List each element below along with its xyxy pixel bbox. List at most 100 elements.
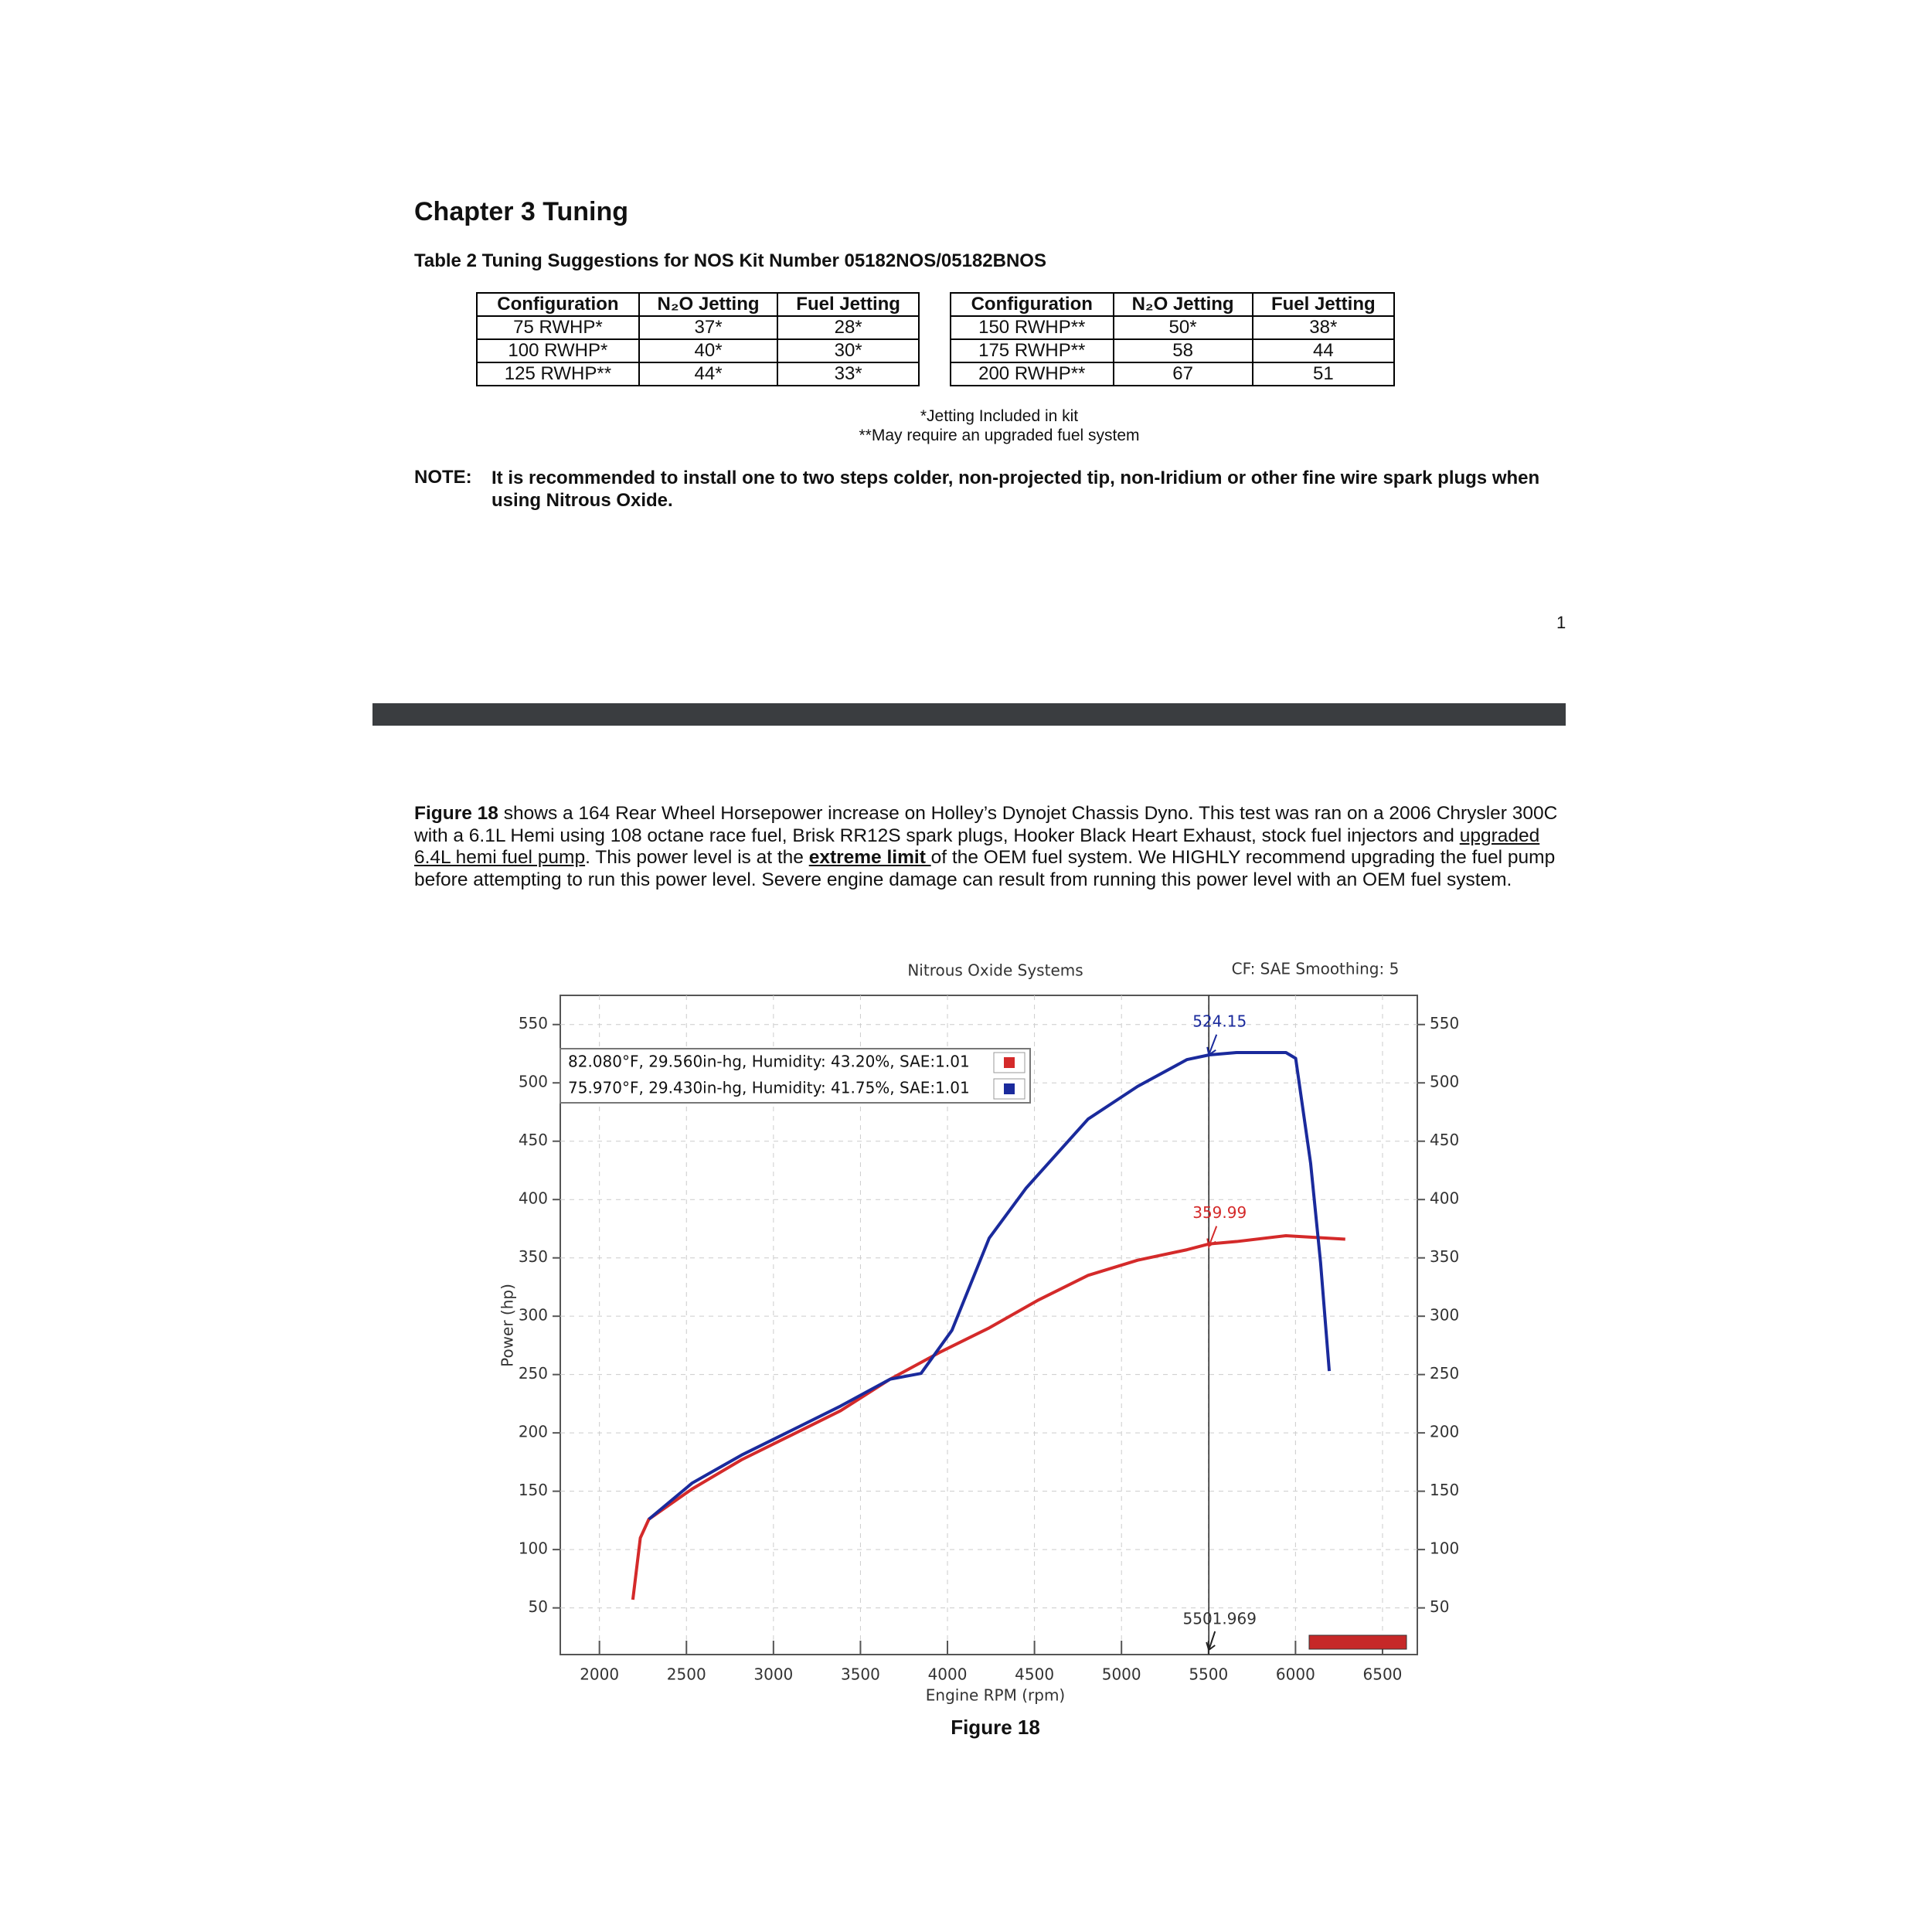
- chart-subtitle: CF: SAE Smoothing: 5: [1232, 960, 1400, 978]
- x-tick-label: 3500: [841, 1665, 880, 1684]
- table-cell: 67: [1112, 362, 1253, 386]
- dynojet-logo: [1308, 1634, 1407, 1650]
- table-cell: 200 RWHP**: [950, 362, 1114, 386]
- x-tick-label: 3000: [753, 1665, 793, 1684]
- y2-tick-label: 450: [1430, 1131, 1459, 1149]
- page-number: 1: [1556, 613, 1566, 632]
- cursor-value: 524.15: [1192, 1012, 1247, 1030]
- text: extreme limit: [808, 847, 931, 868]
- table-cell: 100 RWHP*: [476, 338, 640, 363]
- column-header: N₂O Jetting: [638, 292, 779, 317]
- intro-paragraph: Figure 18 shows a 164 Rear Wheel Horsepo…: [414, 803, 1566, 891]
- y-tick-label: 500: [519, 1073, 548, 1091]
- x-tick-label: 6000: [1276, 1665, 1315, 1684]
- column-header: Fuel Jetting: [777, 292, 920, 317]
- y-tick-label: 350: [519, 1247, 548, 1266]
- cursor-label: 5501.969: [1183, 1610, 1257, 1628]
- table-cell: 44*: [638, 362, 779, 386]
- x-axis-label: Engine RPM (rpm): [926, 1686, 1065, 1705]
- table-cell: 51: [1251, 362, 1396, 386]
- chapter-title: Chapter 3 Tuning: [414, 197, 629, 226]
- text: Figure 18: [414, 803, 498, 824]
- legend-box: [560, 1048, 1031, 1104]
- note-text: It is recommended to install one to two …: [492, 468, 1540, 511]
- text: . This power level is at the: [585, 847, 809, 868]
- y-tick-label: 250: [519, 1364, 548, 1383]
- y2-tick-label: 350: [1430, 1247, 1459, 1266]
- table-cell: 38*: [1251, 315, 1396, 340]
- figure-caption: Figure 18: [951, 1716, 1040, 1739]
- legend-label: 82.080°F, 29.560in-hg, Humidity: 43.20%,…: [568, 1053, 970, 1071]
- table-row: 125 RWHP** 44* 33*: [476, 362, 920, 386]
- y-tick-label: 50: [529, 1597, 548, 1616]
- y2-tick-label: 500: [1430, 1073, 1459, 1091]
- table-cell: 50*: [1112, 315, 1253, 340]
- cursor-marker: [1206, 1226, 1218, 1250]
- legend-swatch: [1004, 1083, 1015, 1094]
- text: of the OEM fuel system. We HIGHLY recomm…: [414, 847, 1556, 890]
- y-axis-label: Power (hp): [498, 1284, 517, 1367]
- x-tick-label: 4000: [928, 1665, 968, 1684]
- y-tick-label: 100: [519, 1539, 548, 1558]
- table-row: 175 RWHP** 58 44: [950, 338, 1396, 363]
- y2-tick-label: 300: [1430, 1306, 1459, 1325]
- legend-swatch: [1004, 1057, 1015, 1068]
- x-tick-label: 5500: [1189, 1665, 1228, 1684]
- y2-tick-label: 400: [1430, 1189, 1459, 1208]
- header-row: Configuration N₂O Jetting Fuel Jetting: [476, 292, 920, 317]
- series-line: [648, 1050, 1332, 1521]
- x-tick-label: 2000: [580, 1665, 619, 1684]
- table-cell: 175 RWHP**: [950, 338, 1114, 363]
- column-header: Configuration: [476, 292, 640, 317]
- footnote: *Jetting Included in kit: [920, 407, 1079, 425]
- plot-area: [560, 995, 1418, 1655]
- text: upgraded 6.4L hemi fuel pump: [414, 825, 1540, 869]
- column-header: Configuration: [950, 292, 1114, 317]
- y2-tick-label: 550: [1430, 1014, 1459, 1032]
- chart-title: Nitrous Oxide Systems: [907, 961, 1083, 980]
- table-row: 75 RWHP* 37* 28*: [476, 315, 920, 340]
- tuning-table: Configuration N₂O Jetting Fuel Jetting 75 R…: [476, 292, 920, 386]
- table-cell: 150 RWHP**: [950, 315, 1114, 340]
- y-tick-label: 550: [519, 1014, 548, 1032]
- table-cell: 40*: [638, 338, 779, 363]
- cursor-marker: [1206, 1034, 1218, 1058]
- table-cell: 58: [1112, 338, 1253, 363]
- y-tick-label: 150: [519, 1481, 548, 1499]
- table-cell: 33*: [777, 362, 920, 386]
- y2-tick-label: 200: [1430, 1423, 1459, 1441]
- y2-tick-label: 100: [1430, 1539, 1459, 1558]
- y-tick-label: 450: [519, 1131, 548, 1149]
- tuning-table: Configuration N₂O Jetting Fuel Jetting 150 …: [950, 292, 1396, 386]
- y-tick-label: 400: [519, 1189, 548, 1208]
- table-cell: 28*: [777, 315, 920, 340]
- table-cell: 44: [1251, 338, 1396, 363]
- note-label: NOTE:: [414, 467, 472, 488]
- table-cell: 37*: [638, 315, 779, 340]
- table-caption: Table 2 Tuning Suggestions for NOS Kit N…: [414, 250, 1046, 271]
- cursor-arrow: [1206, 1631, 1216, 1651]
- y2-tick-label: 50: [1430, 1597, 1449, 1616]
- table-row: 100 RWHP* 40* 30*: [476, 338, 920, 363]
- y2-tick-label: 250: [1430, 1364, 1459, 1383]
- y-tick-label: 200: [519, 1423, 548, 1441]
- table-cell: 30*: [777, 338, 920, 363]
- column-header: Fuel Jetting: [1251, 292, 1396, 317]
- y2-tick-label: 150: [1430, 1481, 1459, 1499]
- table-cell: 75 RWHP*: [476, 315, 640, 340]
- header-row: Configuration N₂O Jetting Fuel Jetting: [950, 292, 1396, 317]
- footnote: **May require an upgraded fuel system: [859, 427, 1140, 444]
- y-tick-label: 300: [519, 1306, 548, 1325]
- cursor-value: 359.99: [1192, 1203, 1247, 1222]
- x-tick-label: 2500: [667, 1665, 706, 1684]
- text: shows a 164 Rear Wheel Horsepower increa…: [414, 803, 1558, 846]
- x-tick-label: 6500: [1363, 1665, 1403, 1684]
- x-tick-label: 5000: [1102, 1665, 1141, 1684]
- legend-label: 75.970°F, 29.430in-hg, Humidity: 41.75%,…: [568, 1079, 970, 1097]
- table-row: 200 RWHP** 67 51: [950, 362, 1396, 386]
- x-tick-label: 4500: [1015, 1665, 1054, 1684]
- page-separator: [372, 703, 1566, 726]
- table-cell: 125 RWHP**: [476, 362, 640, 386]
